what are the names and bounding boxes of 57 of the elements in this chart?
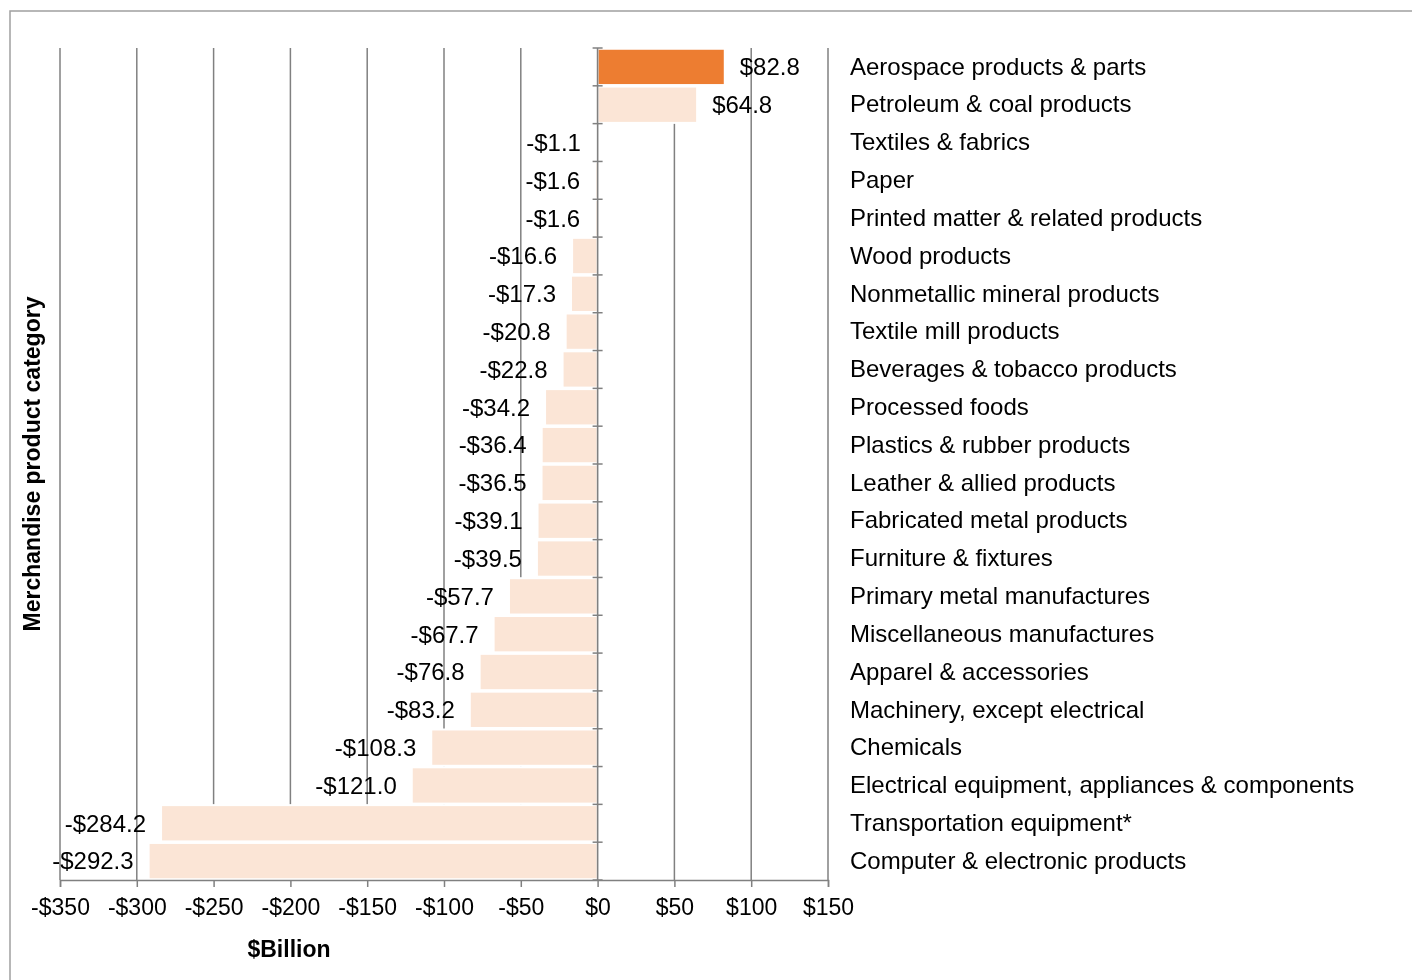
data-label: -$1.6 xyxy=(525,204,581,232)
y-tick-label: Plastics & rubber products xyxy=(850,430,1131,458)
data-label: -$284.2 xyxy=(64,809,147,837)
x-tick-label: -$300 xyxy=(107,894,167,921)
data-label: -$16.6 xyxy=(489,242,558,270)
y-tick-label: Beverages & tobacco products xyxy=(850,355,1177,383)
x-tick-label: $100 xyxy=(726,894,778,921)
y-axis-title: Merchandise product category xyxy=(19,296,45,632)
data-label: -$39.1 xyxy=(454,507,523,535)
y-tick-label: Furniture & fixtures xyxy=(850,544,1053,572)
y-tick-label: Miscellaneous manufactures xyxy=(850,619,1155,647)
y-tick-label: Processed foods xyxy=(850,392,1029,420)
data-label: -$83.2 xyxy=(386,696,455,724)
data-label: -$57.7 xyxy=(425,582,494,610)
x-tick-label: -$150 xyxy=(338,894,398,921)
x-tick-label: -$350 xyxy=(31,894,90,921)
data-label: -$76.8 xyxy=(396,658,465,686)
y-tick-label: Apparel & accessories xyxy=(850,657,1089,685)
x-tick-label: $150 xyxy=(802,894,855,921)
y-tick-label: Chemicals xyxy=(850,733,963,761)
x-tick-label: -$250 xyxy=(184,894,244,921)
data-label: -$36.5 xyxy=(458,469,527,497)
data-label: -$39.5 xyxy=(453,544,522,572)
data-label: $64.8 xyxy=(712,91,773,119)
y-tick-label: Textile mill products xyxy=(850,317,1060,345)
y-tick-label: Textiles & fabrics xyxy=(850,128,1031,156)
data-label: -$1.1 xyxy=(526,128,581,156)
data-label: -$20.8 xyxy=(482,318,551,346)
x-tick-label: $50 xyxy=(655,894,695,921)
y-tick-label: Printed matter & related products xyxy=(850,203,1203,231)
y-tick-label: Wood products xyxy=(850,241,1011,269)
x-tick-label: $0 xyxy=(585,894,611,921)
y-tick-label: Transportation equipment* xyxy=(850,808,1132,836)
y-tick-label: Paper xyxy=(850,166,915,194)
x-tick-label: -$100 xyxy=(415,894,474,921)
y-tick-label: Computer & electronic products xyxy=(850,846,1187,874)
data-label: -$108.3 xyxy=(334,734,417,762)
y-tick-label: Electrical equipment, appliances & components xyxy=(850,771,1355,799)
data-label: $82.8 xyxy=(739,53,800,81)
y-tick-label: Fabricated metal products xyxy=(850,506,1128,534)
y-tick-label: Machinery, except electrical xyxy=(850,695,1145,723)
data-label: -$121.0 xyxy=(315,771,397,799)
data-label: -$17.3 xyxy=(487,280,557,308)
y-tick-label: Nonmetallic mineral products xyxy=(850,279,1160,307)
y-tick-label: Primary metal manufactures xyxy=(850,582,1151,610)
x-tick-label: -$200 xyxy=(261,894,321,921)
y-tick-label: Leather & allied products xyxy=(850,468,1116,496)
y-tick-label: Petroleum & coal products xyxy=(850,90,1132,118)
data-label: -$1.6 xyxy=(525,166,581,194)
x-tick-label: -$50 xyxy=(498,894,545,921)
data-label: -$67.7 xyxy=(410,620,479,648)
data-label: -$36.4 xyxy=(458,431,527,459)
x-axis-title: $Billion xyxy=(247,936,331,962)
data-label: -$292.3 xyxy=(52,847,134,875)
y-tick-label: Aerospace products & parts xyxy=(850,52,1147,80)
data-label: -$22.8 xyxy=(479,355,548,383)
data-label: -$34.2 xyxy=(462,393,531,421)
